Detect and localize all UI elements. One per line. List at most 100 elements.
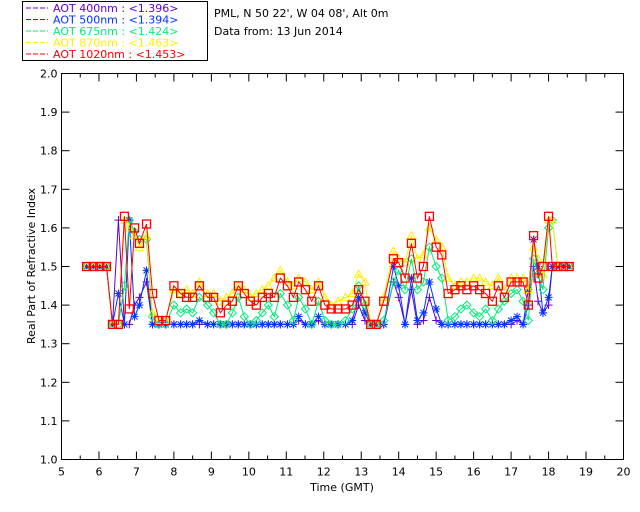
diamond-marker <box>493 304 504 314</box>
diamond-marker <box>400 284 410 295</box>
square-marker <box>154 315 164 326</box>
triangle-marker <box>141 230 152 240</box>
asterisk-marker <box>276 320 285 329</box>
triangle-marker <box>263 280 274 290</box>
asterisk-marker <box>120 320 129 329</box>
asterisk-marker <box>301 320 310 329</box>
diamond-marker <box>468 308 479 318</box>
square-marker <box>300 285 311 295</box>
square-marker <box>313 281 324 291</box>
x-tick-label: 16 <box>467 466 481 479</box>
triangle-marker <box>227 288 238 298</box>
square-marker <box>533 273 543 283</box>
square-marker <box>194 281 205 291</box>
square-marker <box>406 238 417 248</box>
diamond-marker <box>221 319 232 330</box>
x-tick-label: 15 <box>429 466 443 479</box>
square-marker <box>282 281 293 291</box>
date-info: Data from: 13 Jun 2014 <box>214 25 343 38</box>
y-tick-label: 1.3 <box>40 338 58 351</box>
triangle-marker <box>443 273 454 282</box>
square-marker <box>412 273 423 283</box>
asterisk-marker <box>188 320 197 329</box>
asterisk-marker <box>142 266 151 275</box>
asterisk-marker <box>283 320 292 329</box>
diamond-marker <box>487 315 498 326</box>
asterisk-marker <box>401 320 410 329</box>
x-tick-label: 11 <box>279 466 293 479</box>
triangle-marker <box>388 246 399 255</box>
y-tick-label: 1.6 <box>40 222 58 235</box>
asterisk-marker <box>456 320 465 329</box>
x-tick-label: 13 <box>354 466 368 479</box>
asterisk-marker <box>513 312 522 321</box>
x-tick-label: 12 <box>317 466 331 479</box>
x-tick-label: 19 <box>579 466 593 479</box>
square-marker <box>161 315 171 326</box>
y-tick-label: 1.0 <box>40 454 58 467</box>
square-marker <box>480 288 491 299</box>
triangle-marker <box>468 273 479 282</box>
diamond-marker <box>202 300 213 310</box>
square-marker <box>187 292 198 303</box>
asterisk-marker <box>360 308 369 317</box>
triangle-marker <box>124 222 135 232</box>
triangle-marker <box>418 249 429 259</box>
triangle-marker <box>480 276 491 286</box>
asterisk-marker <box>462 320 471 329</box>
diamond-marker <box>379 315 389 326</box>
diamond-marker <box>326 319 336 330</box>
diamond-marker <box>251 315 262 326</box>
legend: AOT 400nm : <1.396>AOT 500nm : <1.394>AO… <box>26 2 186 61</box>
y-tick-label: 1.4 <box>40 299 58 312</box>
square-marker <box>487 296 498 306</box>
x-tick-label: 8 <box>170 466 177 479</box>
y-tick-label: 1.7 <box>40 183 58 196</box>
asterisk-marker <box>354 293 363 302</box>
triangle-marker <box>353 269 364 278</box>
legend-label: AOT 500nm : <1.394> <box>53 14 179 27</box>
square-marker <box>400 273 410 283</box>
square-marker <box>81 261 92 272</box>
triangle-marker <box>493 273 504 282</box>
triangle-marker <box>275 265 286 274</box>
diamond-marker <box>275 288 286 299</box>
diamond-marker <box>456 304 466 314</box>
square-marker <box>95 261 105 272</box>
diamond-marker <box>518 296 528 306</box>
square-marker <box>326 304 336 314</box>
x-tick-label: 20 <box>617 466 631 479</box>
square-marker <box>538 261 548 272</box>
x-tick-label: 18 <box>542 466 556 479</box>
square-marker <box>518 277 528 287</box>
series-aot-1020nm <box>81 211 574 330</box>
square-marker <box>547 261 557 272</box>
series-group <box>81 211 575 330</box>
square-marker <box>239 288 249 299</box>
y-axis-label: Real Part of Refractive Index <box>25 187 38 344</box>
square-marker <box>543 211 554 221</box>
asterisk-marker <box>314 312 323 321</box>
square-marker <box>251 300 261 310</box>
asterisk-marker <box>348 316 357 325</box>
diamond-marker <box>257 308 268 318</box>
plus-marker <box>534 297 543 306</box>
square-marker <box>269 292 279 303</box>
diamond-marker <box>480 304 491 314</box>
square-marker <box>347 300 357 310</box>
square-marker <box>394 257 404 268</box>
square-marker <box>424 211 435 221</box>
asterisk-marker <box>114 289 123 298</box>
y-tick-label: 1.9 <box>40 106 58 119</box>
x-tick-label: 5 <box>58 466 65 479</box>
diamond-marker <box>499 296 510 306</box>
plus-marker <box>432 316 441 325</box>
square-marker <box>275 273 285 283</box>
y-tick-label: 2.0 <box>40 68 58 81</box>
asterisk-marker <box>148 320 157 329</box>
legend-box <box>22 1 208 61</box>
square-marker <box>124 304 134 314</box>
diamond-marker <box>474 311 485 322</box>
square-marker <box>233 281 243 291</box>
asterisk-marker <box>294 312 303 321</box>
